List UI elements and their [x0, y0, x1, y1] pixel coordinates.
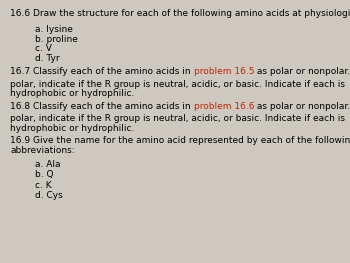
Text: as polar or nonpolar. If: as polar or nonpolar. If [254, 67, 350, 76]
Text: 16.6 Draw the structure for each of the following amino acids at physiological p: 16.6 Draw the structure for each of the … [10, 9, 350, 18]
Text: b. proline: b. proline [35, 35, 78, 44]
Text: 16.8 Classify each of the amino acids in: 16.8 Classify each of the amino acids in [10, 102, 194, 111]
Text: b. Q: b. Q [35, 170, 54, 179]
Text: d. Tyr: d. Tyr [35, 54, 60, 63]
Text: a. Ala: a. Ala [35, 160, 61, 169]
Text: 16.7 Classify each of the amino acids in: 16.7 Classify each of the amino acids in [10, 67, 194, 76]
Text: problem 16.5: problem 16.5 [194, 67, 254, 76]
Text: 16.9 Give the name for the amino acid represented by each of the following: 16.9 Give the name for the amino acid re… [10, 136, 350, 145]
Text: polar, indicate if the R group is neutral, acidic, or basic. Indicate if each is: polar, indicate if the R group is neutra… [10, 80, 345, 89]
Text: polar, indicate if the R group is neutral, acidic, or basic. Indicate if each is: polar, indicate if the R group is neutra… [10, 114, 345, 123]
Text: a. lysine: a. lysine [35, 25, 73, 34]
Text: c. K: c. K [35, 181, 52, 190]
Text: as polar or nonpolar. If: as polar or nonpolar. If [254, 102, 350, 111]
Text: c. V: c. V [35, 44, 52, 53]
Text: hydrophobic or hydrophilic.: hydrophobic or hydrophilic. [10, 89, 135, 98]
Text: d. Cys: d. Cys [35, 191, 63, 200]
Text: abbreviations:: abbreviations: [10, 146, 75, 155]
Text: problem 16.6: problem 16.6 [194, 102, 254, 111]
Text: hydrophobic or hydrophilic.: hydrophobic or hydrophilic. [10, 124, 135, 133]
